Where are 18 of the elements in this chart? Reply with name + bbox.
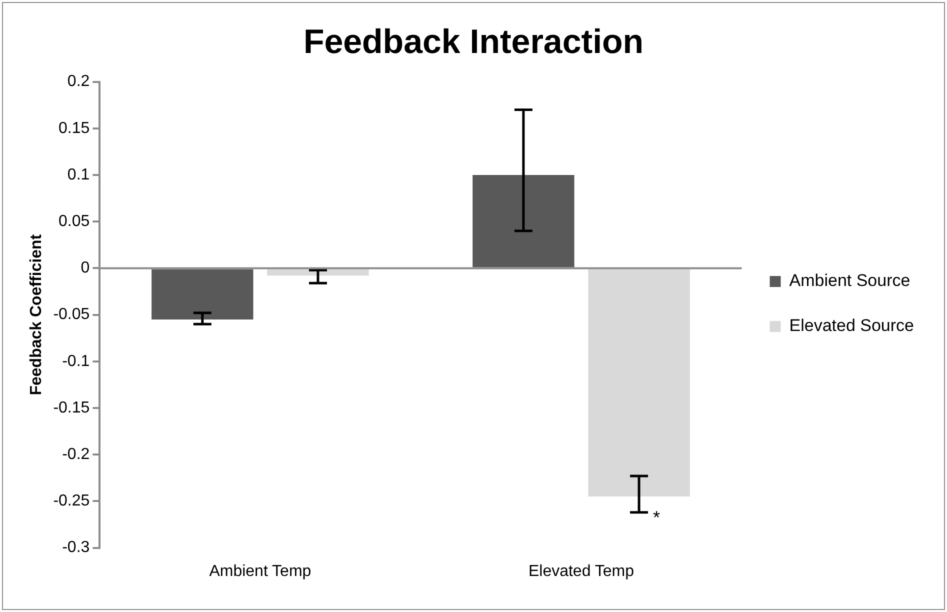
y-tick-label: 0.1 bbox=[67, 166, 90, 184]
y-tick-label: 0 bbox=[80, 260, 90, 277]
y-tick-label: -0.3 bbox=[62, 539, 90, 556]
y-tick-label: -0.05 bbox=[53, 306, 90, 324]
x-tick-label: Elevated Temp bbox=[528, 562, 634, 580]
legend-label: Elevated Source bbox=[789, 316, 914, 336]
x-tick-label: Ambient Temp bbox=[209, 562, 312, 580]
chart-title: Feedback Interaction bbox=[303, 22, 644, 61]
annotation: * bbox=[653, 507, 660, 528]
y-tick-label: 0.15 bbox=[58, 120, 90, 137]
y-axis-title: Feedback Coefficient bbox=[28, 234, 46, 396]
y-tick-label: -0.2 bbox=[62, 446, 90, 464]
legend-label: Ambient Source bbox=[789, 271, 910, 290]
y-tick-label: -0.15 bbox=[53, 399, 90, 416]
y-tick-label: 0.2 bbox=[67, 73, 90, 90]
y-tick-label: 0.05 bbox=[58, 213, 90, 230]
y-tick-label: -0.1 bbox=[62, 352, 90, 370]
y-tick-label: -0.25 bbox=[53, 492, 90, 510]
